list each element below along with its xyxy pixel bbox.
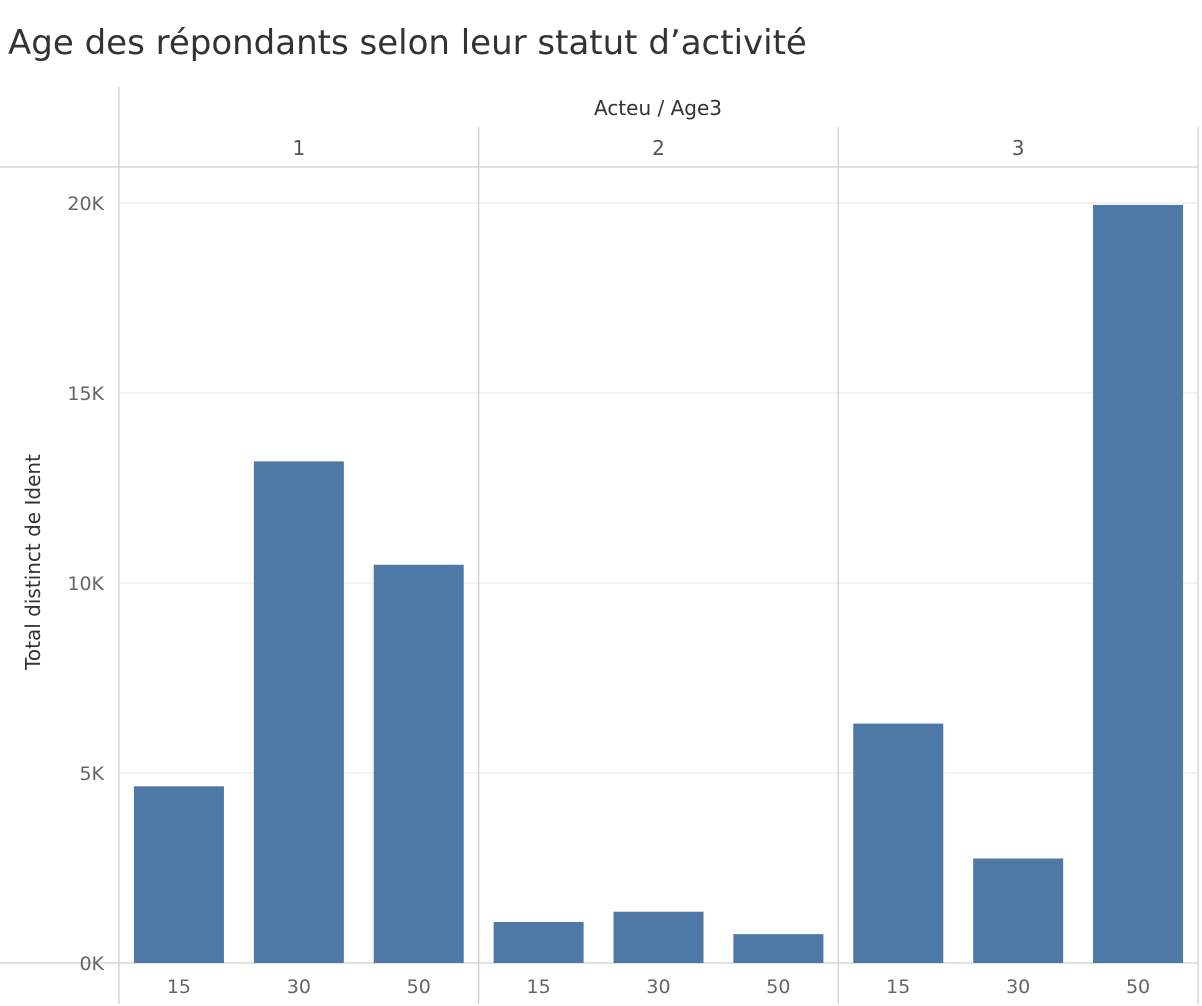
y-tick-label: 0K: [79, 953, 104, 975]
bars: [133, 204, 1184, 963]
y-tick-label: 10K: [67, 573, 104, 595]
bar: [493, 921, 584, 963]
x-tick-label: 50: [766, 976, 790, 998]
bar: [253, 461, 344, 963]
x-tick-label: 15: [527, 976, 551, 998]
y-axis-title: Total distinct de Ident: [21, 454, 45, 671]
bar: [1093, 204, 1184, 963]
bar: [973, 858, 1064, 963]
labels: Acteu / Age3 Total distinct de Ident 0K 5…: [21, 96, 1150, 998]
y-tick-label: 15K: [67, 383, 104, 405]
group-header-label: 2: [652, 136, 665, 160]
x-tick-label: 30: [287, 976, 311, 998]
y-tick-label: 20K: [67, 193, 104, 215]
bar: [733, 934, 824, 963]
x-tick-label: 50: [407, 976, 431, 998]
column-header-title: Acteu / Age3: [594, 96, 722, 120]
bar: [133, 786, 224, 963]
bar: [613, 911, 704, 963]
bar: [373, 564, 464, 963]
chart-title: Age des répondants selon leur statut d’a…: [8, 23, 807, 63]
group-header-label: 3: [1012, 136, 1025, 160]
y-tick-label: 5K: [79, 763, 104, 785]
x-tick-label: 15: [167, 976, 191, 998]
x-tick-label: 15: [886, 976, 910, 998]
bar: [853, 723, 944, 963]
group-header-label: 1: [292, 136, 305, 160]
x-tick-label: 50: [1126, 976, 1150, 998]
x-tick-label: 30: [1006, 976, 1030, 998]
x-tick-label: 30: [646, 976, 670, 998]
